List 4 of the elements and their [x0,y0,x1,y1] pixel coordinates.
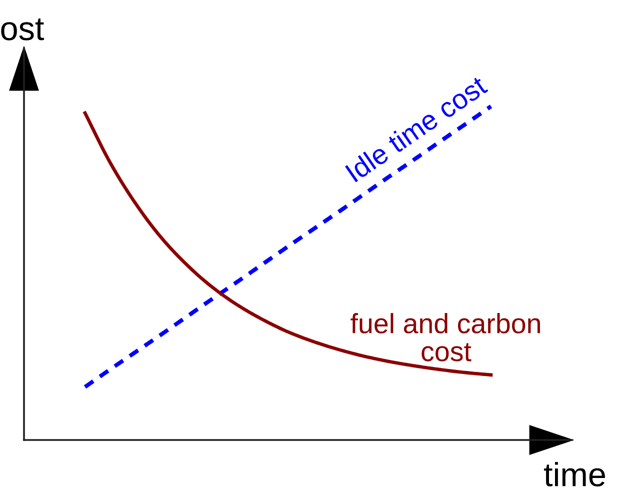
x-axis-title: time [544,462,606,486]
series-label: fuel and carbon cost [350,313,540,362]
text: Idle time cost [344,74,488,182]
y-axis-title: ost [1,18,44,40]
